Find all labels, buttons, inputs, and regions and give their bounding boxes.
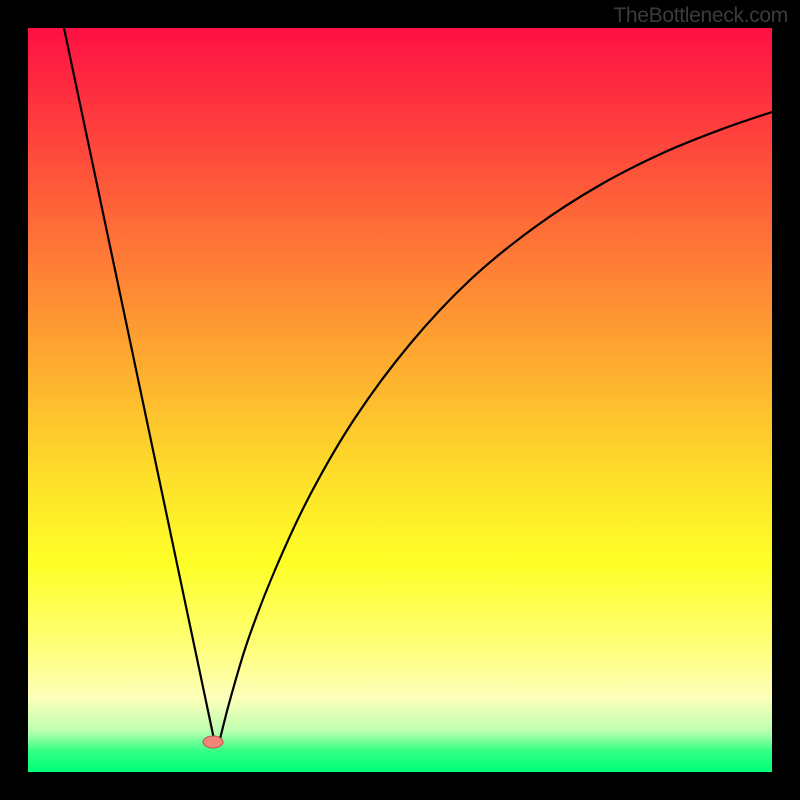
optimum-marker [203,736,223,748]
chart-container: TheBottleneck.com [0,0,800,800]
watermark-text: TheBottleneck.com [613,4,788,28]
chart-background [28,28,772,772]
bottleneck-chart [0,0,800,800]
